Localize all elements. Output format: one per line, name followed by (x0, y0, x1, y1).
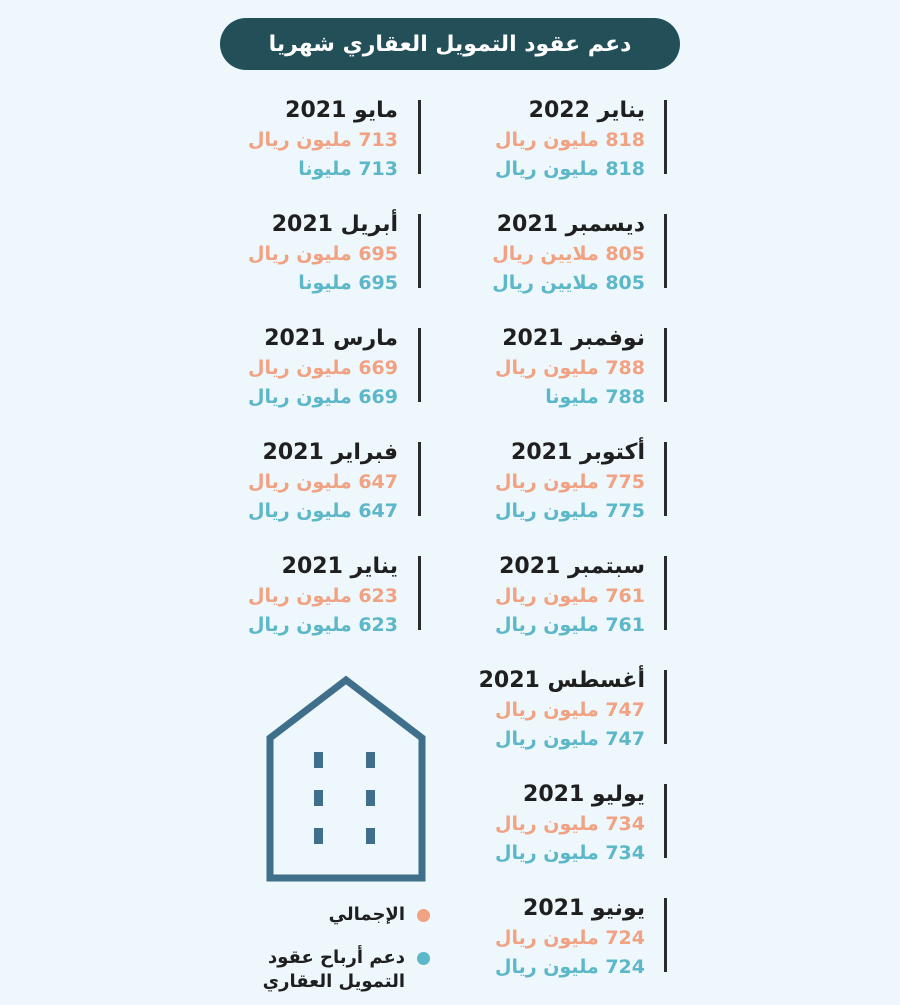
month-label: نوفمبر 2021 (502, 326, 645, 351)
month-label: يونيو 2021 (523, 896, 645, 921)
support-value: 818 مليون ريال (495, 158, 645, 180)
month-label: يناير 2021 (281, 554, 398, 579)
total-value: 647 مليون ريال (248, 471, 398, 493)
total-value: 695 مليون ريال (248, 243, 398, 265)
legend-support: دعم أرباح عقود التمويل العقاري (263, 946, 430, 994)
entry-divider (664, 442, 667, 516)
total-dot-icon (417, 909, 430, 922)
entry-divider (664, 556, 667, 630)
total-value: 669 مليون ريال (248, 357, 398, 379)
total-value: 788 مليون ريال (495, 357, 645, 379)
month-entry: سبتمبر 2021 761 مليون ريال 761 مليون ريال (465, 552, 645, 640)
entry-divider (418, 556, 421, 630)
month-entry: يوليو 2021 734 مليون ريال 734 مليون ريال (465, 780, 645, 868)
total-value: 747 مليون ريال (495, 699, 645, 721)
month-entry: أغسطس 2021 747 مليون ريال 747 مليون ريال (465, 666, 645, 754)
month-label: سبتمبر 2021 (499, 554, 645, 579)
month-label: فبراير 2021 (262, 440, 398, 465)
month-entry: أكتوبر 2021 775 مليون ريال 775 مليون ريال (465, 438, 645, 526)
month-label: أبريل 2021 (271, 212, 398, 237)
entry-divider (418, 328, 421, 402)
month-label: ديسمبر 2021 (496, 212, 645, 237)
month-entry: فبراير 2021 647 مليون ريال 647 مليون ريال (218, 438, 398, 526)
month-entry: مارس 2021 669 مليون ريال 669 مليون ريال (218, 324, 398, 412)
total-value: 623 مليون ريال (248, 585, 398, 607)
entry-divider (418, 442, 421, 516)
month-label: أغسطس 2021 (478, 668, 645, 693)
month-entry: يناير 2022 818 مليون ريال 818 مليون ريال (465, 96, 645, 184)
total-value: 818 مليون ريال (495, 129, 645, 151)
support-value: 775 مليون ريال (495, 500, 645, 522)
support-value: 669 مليون ريال (248, 386, 398, 408)
page-title: دعم عقود التمويل العقاري شهريا (220, 18, 680, 70)
support-value: 713 مليونا (298, 158, 398, 180)
entry-divider (418, 214, 421, 288)
support-dot-icon (417, 952, 430, 965)
support-value: 761 مليون ريال (495, 614, 645, 636)
month-entry: مايو 2021 713 مليون ريال 713 مليونا (218, 96, 398, 184)
support-value: 724 مليون ريال (495, 956, 645, 978)
entry-divider (664, 100, 667, 174)
legend-total: الإجمالي (329, 903, 430, 927)
support-value: 647 مليون ريال (248, 500, 398, 522)
total-value: 775 مليون ريال (495, 471, 645, 493)
entry-divider (664, 328, 667, 402)
entry-divider (664, 214, 667, 288)
support-value: 695 مليونا (298, 272, 398, 294)
month-entry: يونيو 2021 724 مليون ريال 724 مليون ريال (465, 894, 645, 982)
total-value: 724 مليون ريال (495, 927, 645, 949)
month-entry: أبريل 2021 695 مليون ريال 695 مليونا (218, 210, 398, 298)
support-value: 788 مليونا (545, 386, 645, 408)
month-label: مايو 2021 (285, 98, 398, 123)
total-value: 734 مليون ريال (495, 813, 645, 835)
legend-total-label: الإجمالي (328, 904, 405, 925)
entry-divider (664, 670, 667, 744)
total-value: 713 مليون ريال (248, 129, 398, 151)
support-value: 734 مليون ريال (495, 842, 645, 864)
month-label: يوليو 2021 (523, 782, 645, 807)
support-value: 623 مليون ريال (248, 614, 398, 636)
month-entry: نوفمبر 2021 788 مليون ريال 788 مليونا (465, 324, 645, 412)
month-entry: ديسمبر 2021 805 ملايين ريال 805 ملايين ريا… (465, 210, 645, 298)
month-label: أكتوبر 2021 (511, 440, 645, 465)
building-icon (266, 675, 426, 882)
total-value: 805 ملايين ريال (492, 243, 645, 265)
month-entry: يناير 2021 623 مليون ريال 623 مليون ريال (218, 552, 398, 640)
month-label: يناير 2022 (528, 98, 645, 123)
support-value: 747 مليون ريال (495, 728, 645, 750)
entry-divider (664, 898, 667, 972)
legend-support-label: دعم أرباح عقود التمويل العقاري (262, 947, 405, 992)
total-value: 761 مليون ريال (495, 585, 645, 607)
entry-divider (664, 784, 667, 858)
support-value: 805 ملايين ريال (492, 272, 645, 294)
entry-divider (418, 100, 421, 174)
month-label: مارس 2021 (264, 326, 398, 351)
